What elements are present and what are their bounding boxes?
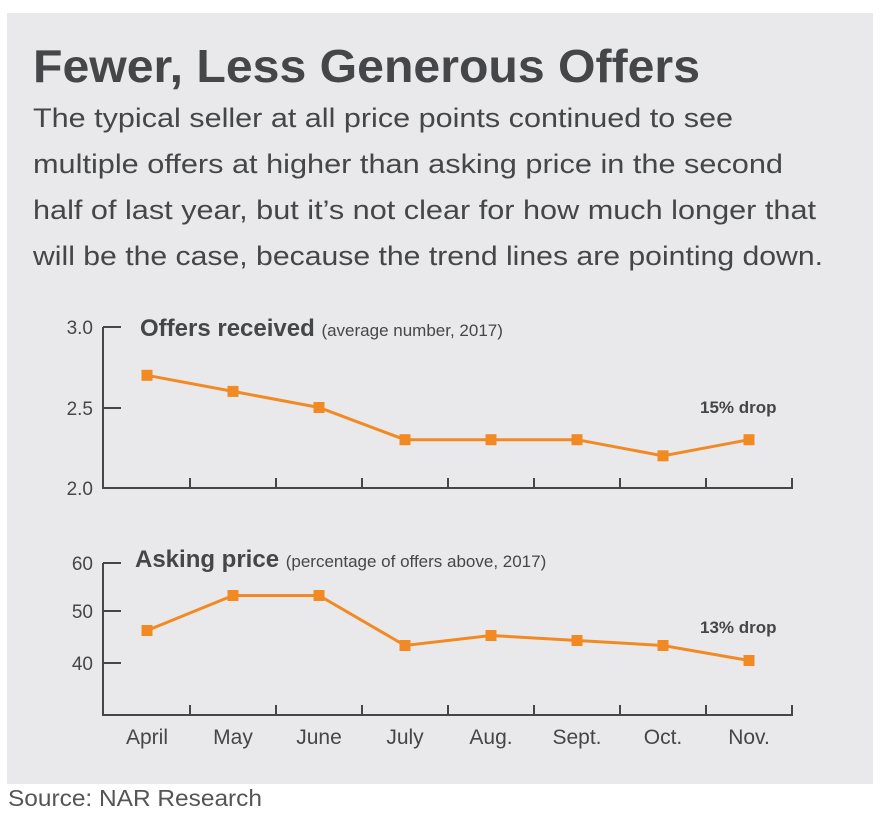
data-point-nov [743,655,755,666]
y-tick-label: 50 [72,602,93,623]
source-note: Source: NAR Research [8,785,262,811]
x-tick-label: Oct. [644,726,683,749]
subtitle-line: half of last year, but it’s not clear fo… [33,195,817,225]
series-line [146,594,750,662]
subtitle-line: The typical seller at all price points c… [33,103,733,133]
chart-title: Offers received (average number, 2017) [140,315,503,342]
x-tick-label: Sept. [552,726,601,749]
y-tick-label: 40 [72,654,93,675]
data-point-july [399,640,411,651]
drop-annotation: 13% drop [700,618,777,637]
data-point-aug [485,630,497,641]
data-point-april [141,369,153,381]
x-tick-label: June [296,726,342,749]
data-point-may [227,590,239,601]
data-point-sept [571,635,583,646]
chart-title: Asking price (percentage of offers above… [135,546,546,573]
x-tick-label: April [126,726,168,749]
x-tick-label: Aug. [469,726,512,749]
data-point-april [141,625,153,636]
data-point-june [313,402,325,413]
y-tick-label: 2.5 [67,399,93,420]
data-point-july [399,434,411,446]
data-point-may [227,385,239,397]
data-point-oct [657,450,669,462]
chart-1: 2.0 2.5 3.0 Offers received (average number… [67,315,793,500]
chart-2: 40 50 60 Asking price (percentage of offers… [72,546,793,749]
y-tick-label: 60 [72,554,93,575]
data-point-sept [571,434,583,446]
series-line [146,373,750,458]
data-point-june [313,590,325,601]
data-point-oct [657,640,669,651]
subtitle-line: will be the case, because the trend line… [32,241,823,271]
x-tick-label: July [386,726,424,749]
x-tick-label: May [213,726,253,749]
x-tick-label: Nov. [728,726,770,749]
page-title: Fewer, Less Generous Offers [33,40,700,92]
data-point-nov [743,434,755,446]
drop-annotation: 15% drop [700,398,777,417]
y-tick-label: 3.0 [67,318,93,339]
subtitle-line: multiple offers at higher than asking pr… [33,149,783,179]
y-tick-label: 2.0 [67,479,93,500]
subtitle: The typical seller at all price points c… [32,103,823,271]
data-point-aug [485,434,497,446]
